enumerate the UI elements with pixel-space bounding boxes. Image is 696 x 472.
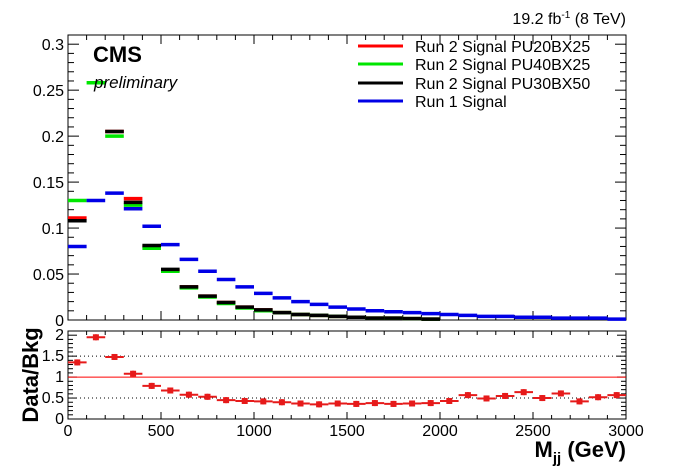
top-y-tick-label: 0.2	[42, 129, 64, 146]
x-tick-label: 0	[64, 423, 73, 440]
ratio-point	[464, 392, 471, 399]
top-y-tick-label: 0.25	[33, 83, 64, 100]
ratio-point	[613, 392, 620, 399]
ratio-point	[223, 397, 230, 404]
top-y-tick-label: 0.15	[33, 175, 64, 192]
ratio-point	[130, 370, 137, 377]
ratio-y-tick-label: 0.5	[42, 390, 64, 407]
ratio-point	[483, 395, 490, 402]
ratio-point	[241, 397, 248, 404]
ratio-point	[92, 334, 99, 341]
x-tick-label: 3000	[608, 423, 644, 440]
ratio-point	[427, 400, 434, 407]
ratio-series-group	[68, 334, 626, 408]
x-axis-label: Mjj (GeV)	[535, 437, 626, 467]
ratio-y-tick-label: 1	[55, 369, 64, 386]
ratio-point	[390, 400, 397, 407]
preliminary-label: preliminary	[93, 73, 179, 92]
ratio-point	[111, 353, 118, 360]
legend-label-pu40bx25: Run 2 Signal PU40BX25	[415, 57, 590, 74]
ratio-point	[74, 359, 81, 366]
ratio-y-tick-label: 1.5	[42, 348, 64, 365]
ratio-point	[409, 400, 416, 407]
top-y-tick-label: 0.3	[42, 37, 64, 54]
top-y-tick-label: 0.05	[33, 267, 64, 284]
ratio-point	[297, 400, 304, 407]
ratio-point	[204, 393, 211, 400]
ratio-point	[260, 398, 267, 405]
ratio-y-axis-label: Data/Bkg	[18, 327, 43, 422]
top-y-tick-label: 0.1	[42, 221, 64, 238]
ratio-point	[446, 397, 453, 404]
legend-label-run1: Run 1 Signal	[415, 94, 507, 111]
x-tick-label: 1500	[329, 423, 365, 440]
ratio-point	[520, 389, 527, 396]
ratio-axis-ticks: 00.511.520 500 1000 1500 2000 2500 3000	[42, 327, 644, 440]
ratio-point	[316, 401, 323, 408]
ratio-y-tick-label: 2	[55, 327, 64, 344]
ratio-point	[334, 400, 341, 407]
ratio-point	[576, 398, 583, 405]
ratio-panel-frame	[67, 330, 627, 420]
cms-label: CMS	[93, 42, 142, 67]
ratio-point	[278, 399, 285, 406]
legend-label-pu20bx25: Run 2 Signal PU20BX25	[415, 39, 590, 56]
x-tick-label: 2500	[515, 423, 551, 440]
legend-label-pu30bx50: Run 2 Signal PU30BX50	[415, 76, 590, 93]
ratio-point	[185, 391, 192, 398]
top-series-group	[68, 81, 626, 321]
legend: Run 2 Signal PU20BX25 Run 2 Signal PU40B…	[358, 39, 590, 111]
lumi-label: 19.2 fb-1 (8 TeV)	[512, 10, 626, 28]
ratio-y-tick-label: 0	[55, 411, 64, 428]
x-tick-label: 2000	[422, 423, 458, 440]
ratio-point	[502, 392, 509, 399]
x-tick-label: 500	[148, 423, 175, 440]
x-tick-label: 1000	[236, 423, 272, 440]
ratio-point	[557, 390, 564, 397]
ratio-point	[167, 387, 174, 394]
ratio-point	[595, 394, 602, 401]
top-y-tick-label: 0	[55, 313, 64, 330]
ratio-point	[148, 382, 155, 389]
ratio-point	[539, 395, 546, 402]
top-axis-ticks: 0 0.05 0.1 0.15 0.2 0.25 0.3	[33, 34, 627, 330]
ratio-point	[353, 400, 360, 407]
ratio-point	[371, 400, 378, 407]
